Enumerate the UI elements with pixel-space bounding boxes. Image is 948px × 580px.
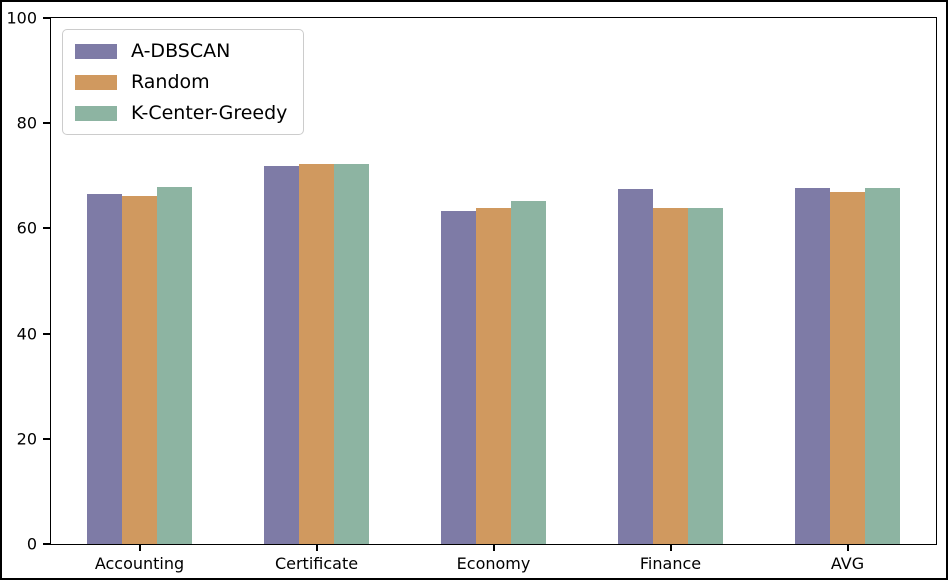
- x-tick-label-avg: AVG: [830, 554, 865, 573]
- legend-swatch: [75, 43, 117, 59]
- x-tick-mark: [315, 544, 318, 551]
- legend-entry-k-center-greedy: K-Center-Greedy: [75, 102, 287, 124]
- bar-random-finance: [653, 207, 688, 544]
- x-tick-label-certificate: Certificate: [274, 554, 359, 573]
- bar-k-center-greedy-finance: [688, 207, 723, 544]
- bar-k-center-greedy-avg: [865, 187, 900, 544]
- y-tick-label: 80: [16, 113, 37, 133]
- x-tick-mark: [138, 544, 141, 551]
- x-tick-label-finance: Finance: [639, 554, 702, 573]
- y-tick-label: 20: [16, 429, 37, 449]
- bar-random-avg: [830, 192, 865, 544]
- y-tick-mark: [43, 437, 51, 440]
- bar-a-dbscan-finance: [618, 189, 653, 544]
- y-tick-mark: [43, 332, 51, 335]
- bar-a-dbscan-accounting: [87, 193, 122, 544]
- x-tick-mark: [846, 544, 849, 551]
- y-tick-label: 0: [26, 534, 37, 554]
- legend-label: Random: [131, 71, 210, 93]
- x-tick-mark: [492, 544, 495, 551]
- y-tick-label: 100: [6, 8, 37, 28]
- x-tick-label-economy: Economy: [456, 554, 531, 573]
- y-tick-label: 40: [16, 324, 37, 344]
- bar-random-certificate: [299, 163, 334, 544]
- legend-label: A-DBSCAN: [131, 40, 231, 62]
- bar-k-center-greedy-certificate: [334, 163, 369, 544]
- legend-entry-random: Random: [75, 71, 287, 93]
- legend: A-DBSCAN Random K-Center-Greedy: [62, 29, 305, 135]
- y-tick-mark: [43, 122, 51, 125]
- bar-random-economy: [476, 207, 511, 544]
- legend-swatch: [75, 105, 117, 121]
- legend-label: K-Center-Greedy: [131, 102, 288, 124]
- plot-area: 0 20 40 60 80 100 Accounting Certificate Econom…: [6, 9, 937, 573]
- bar-k-center-greedy-economy: [511, 201, 546, 544]
- bar-a-dbscan-avg: [795, 187, 830, 544]
- x-tick-mark: [669, 544, 672, 551]
- legend-entry-a-dbscan: A-DBSCAN: [75, 40, 287, 62]
- y-tick-mark: [43, 543, 51, 545]
- y-tick-mark: [43, 227, 51, 230]
- bar-a-dbscan-certificate: [264, 166, 299, 544]
- y-tick-mark: [43, 17, 51, 19]
- legend-swatch: [75, 74, 117, 90]
- y-tick-label: 60: [16, 218, 37, 238]
- bar-k-center-greedy-accounting: [157, 186, 192, 544]
- x-tick-label-accounting: Accounting: [94, 554, 185, 573]
- bar-a-dbscan-economy: [441, 210, 476, 544]
- bar-random-accounting: [122, 195, 157, 544]
